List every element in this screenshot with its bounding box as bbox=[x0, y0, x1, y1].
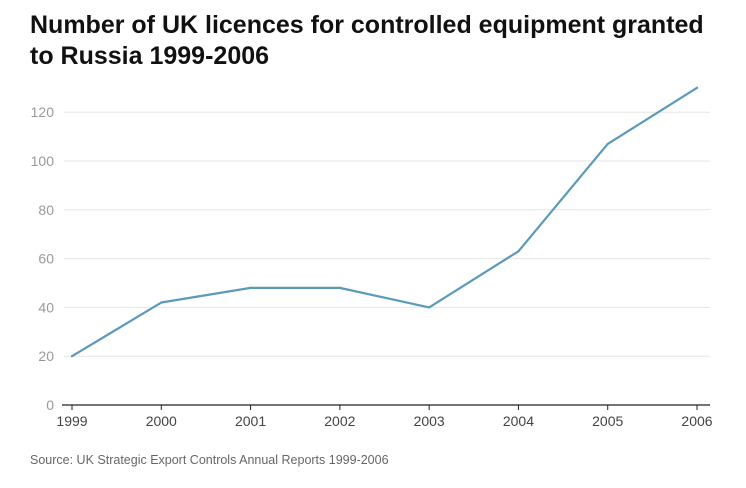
y-axis-ticks: 0 20 40 60 80 100 120 bbox=[31, 104, 55, 413]
y-tick-label-80: 80 bbox=[38, 202, 54, 218]
source-note: Source: UK Strategic Export Controls Ann… bbox=[30, 453, 389, 467]
x-tick-label-2001: 2001 bbox=[235, 413, 266, 429]
series-line-0 bbox=[70, 86, 699, 358]
y-tick-label-0: 0 bbox=[46, 397, 54, 413]
y-tick-label-60: 60 bbox=[38, 251, 54, 267]
grid-lines bbox=[64, 111, 710, 357]
x-tick-label-2000: 2000 bbox=[146, 413, 177, 429]
data-point-2003 bbox=[428, 306, 431, 309]
y-tick-label-40: 40 bbox=[38, 299, 54, 315]
data-point-2006 bbox=[695, 86, 699, 89]
series-layer bbox=[70, 86, 699, 358]
x-tick-label-2002: 2002 bbox=[324, 413, 355, 429]
data-point-2002 bbox=[338, 286, 341, 289]
chart-title: Number of UK licences for controlled equ… bbox=[30, 11, 704, 70]
data-point-2005 bbox=[606, 142, 609, 146]
x-axis-ticks: 1999 2000 2001 2002 2003 2004 2005 2006 bbox=[56, 405, 713, 429]
x-tick-label-1999: 1999 bbox=[56, 413, 87, 429]
x-tick-label-2004: 2004 bbox=[503, 413, 534, 429]
y-tick-label-100: 100 bbox=[31, 153, 55, 169]
x-tick-label-2006: 2006 bbox=[681, 413, 712, 429]
data-point-1999 bbox=[70, 355, 74, 358]
data-point-2004 bbox=[517, 250, 520, 253]
x-tick-label-2003: 2003 bbox=[414, 413, 445, 429]
data-point-2000 bbox=[160, 301, 163, 304]
data-point-2001 bbox=[249, 286, 252, 289]
y-tick-label-120: 120 bbox=[31, 104, 55, 120]
x-tick-label-2005: 2005 bbox=[592, 413, 623, 429]
y-tick-label-20: 20 bbox=[38, 348, 54, 364]
